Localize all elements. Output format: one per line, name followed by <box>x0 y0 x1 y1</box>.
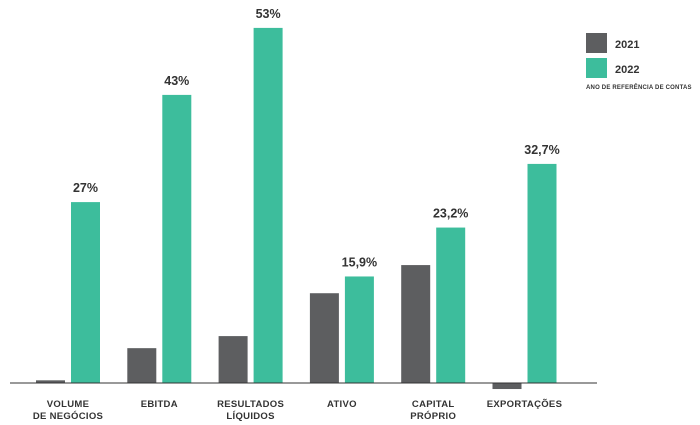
category-label-resultados-liquidos: RESULTADOS LÍQUIDOS <box>217 399 284 422</box>
bar-2022-capital-proprio <box>436 227 466 383</box>
category-label-ativo: ATIVO <box>327 399 357 410</box>
bar-2021-resultados-liquidos <box>218 336 248 383</box>
category-label-capital-proprio: CAPITAL PRÓPRIO <box>410 399 456 422</box>
labels-layer: 27% VOLUME DE NEGÓCIOS 43% EBITDA 53% RESULTAD… <box>33 7 562 422</box>
bar-2021-ativo <box>309 293 339 383</box>
value-label-ebitda: 43% <box>164 74 189 88</box>
value-label-ativo: 15,9% <box>342 255 377 269</box>
bars-layer <box>36 27 557 390</box>
bar-2021-ebitda <box>127 348 157 383</box>
bar-2022-volume-de-negocios <box>71 202 100 383</box>
bar-2021-capital-proprio <box>401 265 431 383</box>
bar-2022-exportacoes <box>527 163 557 383</box>
bar-2021-exportacoes <box>492 383 522 390</box>
legend-swatch-2022 <box>586 58 607 78</box>
bar-2022-resultados-liquidos <box>253 27 283 384</box>
legend-swatch-2021 <box>586 33 607 53</box>
bar-2022-ativo <box>344 276 374 383</box>
value-label-volume-de-negocios: 27% <box>73 181 98 195</box>
value-label-resultados-liquidos: 53% <box>256 7 281 21</box>
bar-2022-ebitda <box>162 94 192 384</box>
legend-label-2022: 2022 <box>615 64 639 76</box>
legend-label-2021: 2021 <box>615 39 639 51</box>
bar-2021-volume-de-negocios <box>36 380 65 383</box>
legend: 2021 2022 ANO DE REFERÊNCIA DE CONTAS <box>586 33 692 91</box>
value-label-exportacoes: 32,7% <box>524 143 559 157</box>
legend-note: ANO DE REFERÊNCIA DE CONTAS <box>586 83 692 91</box>
value-label-capital-proprio: 23,2% <box>433 207 468 221</box>
category-label-volume-de-negocios: VOLUME DE NEGÓCIOS <box>33 399 103 422</box>
category-label-ebitda: EBITDA <box>141 399 178 410</box>
category-label-exportacoes: EXPORTAÇÕES <box>487 399 562 410</box>
